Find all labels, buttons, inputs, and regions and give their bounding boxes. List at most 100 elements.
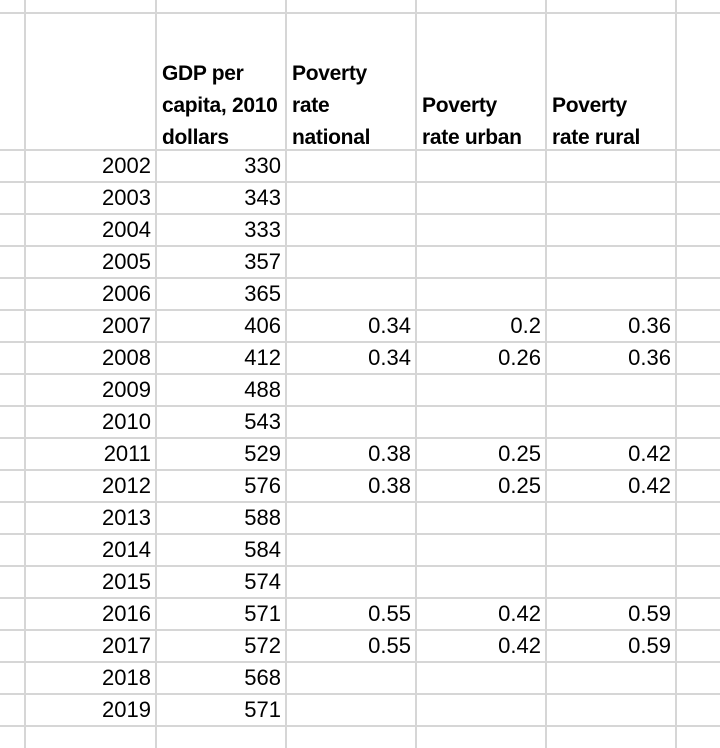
year-cell[interactable]: 2006	[26, 279, 157, 311]
poverty-rural-cell[interactable]	[547, 247, 677, 279]
poverty-rural-cell[interactable]: 0.36	[547, 343, 677, 375]
poverty-national-cell[interactable]	[287, 503, 417, 535]
grid-cell[interactable]	[677, 631, 720, 663]
poverty-national-cell[interactable]	[287, 375, 417, 407]
grid-cell[interactable]	[677, 183, 720, 215]
poverty-urban-cell[interactable]	[417, 279, 547, 311]
poverty-urban-cell[interactable]	[417, 375, 547, 407]
grid-cell[interactable]	[677, 663, 720, 695]
poverty-urban-cell[interactable]	[417, 183, 547, 215]
gdp-cell[interactable]: 572	[157, 631, 287, 663]
grid-cell[interactable]	[677, 407, 720, 439]
header-cell-poverty-urban[interactable]: Poverty rate urban	[417, 14, 547, 151]
poverty-rural-cell[interactable]	[547, 407, 677, 439]
gdp-cell[interactable]: 330	[157, 151, 287, 183]
poverty-urban-cell[interactable]: 0.42	[417, 631, 547, 663]
grid-cell[interactable]	[677, 567, 720, 599]
grid-cell[interactable]	[26, 0, 157, 14]
grid-cell[interactable]	[677, 311, 720, 343]
grid-cell[interactable]	[547, 727, 677, 748]
poverty-rural-cell[interactable]: 0.42	[547, 471, 677, 503]
poverty-urban-cell[interactable]: 0.2	[417, 311, 547, 343]
poverty-urban-cell[interactable]	[417, 567, 547, 599]
grid-cell[interactable]	[0, 311, 26, 343]
gdp-cell[interactable]: 574	[157, 567, 287, 599]
gdp-cell[interactable]: 571	[157, 599, 287, 631]
year-cell[interactable]: 2009	[26, 375, 157, 407]
grid-cell[interactable]	[677, 279, 720, 311]
grid-cell[interactable]	[0, 695, 26, 727]
grid-cell[interactable]	[0, 407, 26, 439]
grid-cell[interactable]	[0, 567, 26, 599]
year-cell[interactable]: 2015	[26, 567, 157, 599]
poverty-urban-cell[interactable]: 0.26	[417, 343, 547, 375]
gdp-cell[interactable]: 343	[157, 183, 287, 215]
poverty-urban-cell[interactable]: 0.42	[417, 599, 547, 631]
grid-cell[interactable]	[0, 599, 26, 631]
poverty-national-cell[interactable]	[287, 215, 417, 247]
poverty-national-cell[interactable]	[287, 183, 417, 215]
poverty-rural-cell[interactable]	[547, 183, 677, 215]
grid-cell[interactable]	[0, 0, 26, 14]
gdp-cell[interactable]: 584	[157, 535, 287, 567]
grid-cell[interactable]	[677, 471, 720, 503]
year-cell[interactable]: 2017	[26, 631, 157, 663]
year-cell[interactable]: 2012	[26, 471, 157, 503]
grid-cell[interactable]	[0, 183, 26, 215]
gdp-cell[interactable]: 412	[157, 343, 287, 375]
gdp-cell[interactable]: 406	[157, 311, 287, 343]
grid-cell[interactable]	[287, 727, 417, 748]
grid-cell[interactable]	[0, 375, 26, 407]
poverty-urban-cell[interactable]	[417, 695, 547, 727]
gdp-cell[interactable]: 357	[157, 247, 287, 279]
poverty-rural-cell[interactable]	[547, 567, 677, 599]
poverty-national-cell[interactable]	[287, 151, 417, 183]
grid-cell[interactable]	[0, 247, 26, 279]
gdp-cell[interactable]: 543	[157, 407, 287, 439]
header-cell-poverty-national[interactable]: Poverty rate national	[287, 14, 417, 151]
gdp-cell[interactable]: 529	[157, 439, 287, 471]
year-cell[interactable]: 2003	[26, 183, 157, 215]
grid-cell[interactable]	[0, 535, 26, 567]
grid-cell[interactable]	[0, 631, 26, 663]
grid-cell[interactable]	[0, 727, 26, 748]
poverty-urban-cell[interactable]	[417, 247, 547, 279]
grid-cell[interactable]	[0, 471, 26, 503]
poverty-national-cell[interactable]: 0.55	[287, 599, 417, 631]
poverty-rural-cell[interactable]	[547, 151, 677, 183]
grid-cell[interactable]	[677, 439, 720, 471]
poverty-rural-cell[interactable]	[547, 279, 677, 311]
grid-cell[interactable]	[0, 215, 26, 247]
poverty-rural-cell[interactable]: 0.59	[547, 631, 677, 663]
poverty-rural-cell[interactable]	[547, 663, 677, 695]
poverty-national-cell[interactable]	[287, 695, 417, 727]
grid-cell[interactable]	[26, 727, 157, 748]
year-cell[interactable]: 2011	[26, 439, 157, 471]
grid-cell[interactable]	[677, 215, 720, 247]
poverty-rural-cell[interactable]: 0.59	[547, 599, 677, 631]
grid-cell[interactable]	[0, 503, 26, 535]
poverty-rural-cell[interactable]: 0.42	[547, 439, 677, 471]
grid-cell[interactable]	[677, 0, 720, 14]
gdp-cell[interactable]: 576	[157, 471, 287, 503]
year-cell[interactable]: 2016	[26, 599, 157, 631]
year-cell[interactable]: 2007	[26, 311, 157, 343]
grid-cell[interactable]	[0, 343, 26, 375]
poverty-urban-cell[interactable]: 0.25	[417, 439, 547, 471]
header-cell-gdp[interactable]: GDP per capita, 2010 dollars	[157, 14, 287, 151]
year-cell[interactable]: 2018	[26, 663, 157, 695]
year-cell[interactable]: 2008	[26, 343, 157, 375]
grid-cell[interactable]	[677, 503, 720, 535]
grid-cell[interactable]	[677, 695, 720, 727]
grid-cell[interactable]	[157, 727, 287, 748]
grid-cell[interactable]	[417, 0, 547, 14]
poverty-national-cell[interactable]	[287, 567, 417, 599]
grid-cell[interactable]	[0, 14, 26, 151]
poverty-urban-cell[interactable]	[417, 407, 547, 439]
grid-cell[interactable]	[677, 151, 720, 183]
grid-cell[interactable]	[287, 0, 417, 14]
year-cell[interactable]: 2010	[26, 407, 157, 439]
poverty-national-cell[interactable]	[287, 663, 417, 695]
poverty-urban-cell[interactable]	[417, 151, 547, 183]
poverty-urban-cell[interactable]	[417, 215, 547, 247]
